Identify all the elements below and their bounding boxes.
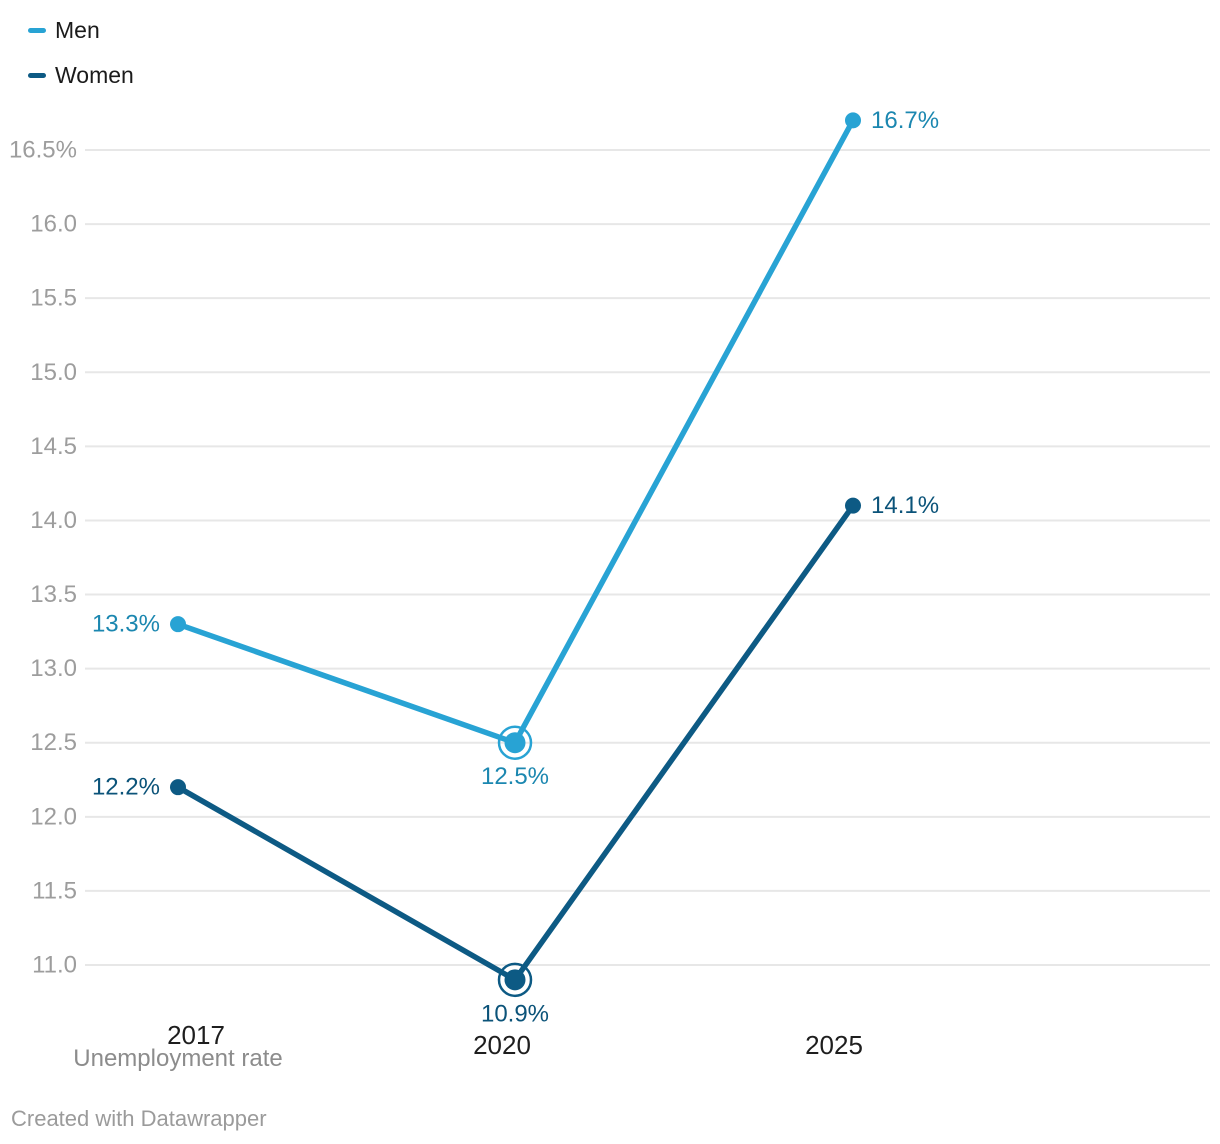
- y-tick-label-15.0: 15.0: [30, 359, 77, 386]
- x-tick-label-2025: 2025: [805, 1030, 863, 1060]
- y-tick-label-13.0: 13.0: [30, 655, 77, 682]
- data-point-men-2017[interactable]: [170, 616, 186, 633]
- x-tick-label-2020: 2020: [473, 1030, 531, 1060]
- data-point-women-2017[interactable]: [170, 779, 186, 796]
- data-point-women-2020[interactable]: [504, 969, 526, 991]
- y-tick-label-14.0: 14.0: [30, 507, 77, 534]
- value-label-men-2020: 12.5%: [481, 763, 549, 790]
- value-label-men-2025: 16.7%: [871, 107, 939, 134]
- x-axis-note: Unemployment rate: [73, 1045, 282, 1072]
- data-point-men-2020[interactable]: [504, 732, 526, 754]
- y-tick-label-16.0: 16.0: [30, 211, 77, 238]
- y-tick-label-11.0: 11.0: [32, 952, 77, 979]
- y-tick-label-13.5: 13.5: [30, 581, 77, 608]
- y-tick-label-16.5%: 16.5%: [9, 137, 77, 164]
- legend-item-men: Men: [28, 17, 100, 43]
- value-label-women-2025: 14.1%: [871, 492, 939, 519]
- datawrapper-credit: Created with Datawrapper: [11, 1106, 267, 1131]
- y-tick-label-12.5: 12.5: [30, 729, 77, 756]
- men-line-swatch-icon: [28, 27, 46, 33]
- highlight-ring-women: [497, 962, 533, 998]
- legend-item-women: Women: [28, 62, 134, 88]
- y-tick-label-11.5: 11.5: [32, 877, 77, 904]
- value-label-men-2017: 13.3%: [92, 611, 160, 638]
- value-label-women-2017: 12.2%: [92, 774, 160, 801]
- y-tick-label-12.0: 12.0: [30, 803, 77, 830]
- y-tick-label-15.5: 15.5: [30, 285, 77, 312]
- women-line-swatch-icon: [28, 72, 46, 78]
- data-point-men-2025[interactable]: [845, 112, 861, 129]
- highlight-ring-men: [497, 725, 533, 760]
- y-tick-label-14.5: 14.5: [30, 433, 77, 460]
- value-label-women-2020: 10.9%: [481, 1000, 549, 1027]
- legend-label-men: Men: [55, 17, 100, 43]
- legend-label-women: Women: [55, 62, 134, 88]
- x-tick-label-2017: 2017: [167, 1020, 225, 1050]
- data-point-women-2025[interactable]: [845, 497, 861, 514]
